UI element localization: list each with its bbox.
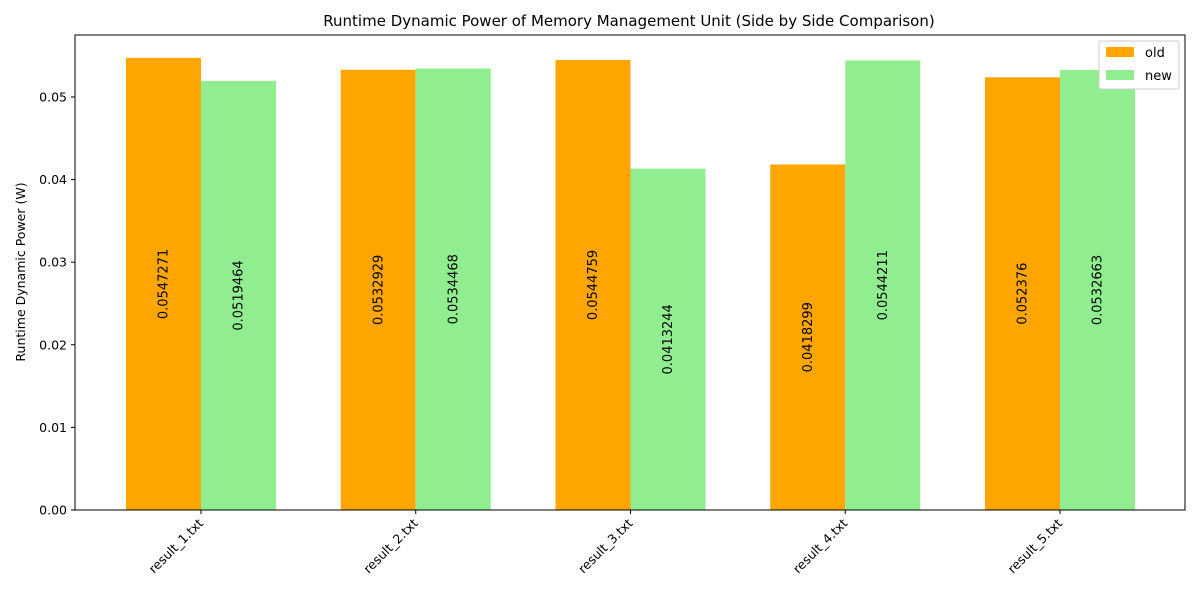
bar-new-4 bbox=[845, 60, 921, 511]
x-tick-label: result_1.txt bbox=[145, 515, 206, 576]
bars-group bbox=[126, 57, 1135, 511]
y-tick-label: 0.02 bbox=[39, 337, 67, 352]
y-tick-label: 0.05 bbox=[39, 89, 67, 104]
y-tick-label: 0.01 bbox=[39, 420, 67, 435]
legend-swatch-new bbox=[1106, 70, 1134, 80]
legend-label-old: old bbox=[1145, 46, 1165, 61]
value-label-old-3: 0.0544759 bbox=[586, 250, 601, 320]
value-label-new-1: 0.0519464 bbox=[232, 260, 247, 330]
legend: old new bbox=[1098, 40, 1180, 90]
x-tick-label: result_2.txt bbox=[360, 515, 421, 576]
value-label-old-4: 0.0418299 bbox=[801, 302, 816, 372]
bar-old-4 bbox=[770, 164, 846, 510]
value-label-new-5: 0.0532663 bbox=[1091, 255, 1106, 325]
bar-old-5 bbox=[985, 77, 1060, 510]
x-tick-label: result_3.txt bbox=[575, 515, 636, 576]
value-label-old-2: 0.0532929 bbox=[371, 255, 386, 325]
legend-label-new: new bbox=[1145, 69, 1172, 84]
value-label-old-5: 0.052376 bbox=[1016, 263, 1031, 325]
bar-old-2 bbox=[340, 69, 416, 510]
value-label-new-3: 0.0413244 bbox=[661, 304, 676, 374]
x-axis: result_1.txt result_2.txt result_3.txt resu… bbox=[145, 510, 1065, 576]
value-label-new-4: 0.0544211 bbox=[876, 250, 891, 320]
chart-title: Runtime Dynamic Power of Memory Manageme… bbox=[323, 12, 934, 30]
y-axis-label: Runtime Dynamic Power (W) bbox=[13, 182, 28, 361]
y-tick-label: 0.04 bbox=[39, 172, 67, 187]
bar-new-1 bbox=[201, 80, 276, 510]
y-axis: 0.00 0.01 0.02 0.03 0.04 0.05 bbox=[39, 89, 75, 518]
bar-new-3 bbox=[630, 168, 706, 511]
bar-old-3 bbox=[555, 59, 631, 511]
y-tick-label: 0.03 bbox=[39, 255, 67, 270]
value-label-new-2: 0.0534468 bbox=[446, 254, 461, 324]
bar-old-1 bbox=[126, 57, 201, 511]
legend-swatch-old bbox=[1106, 47, 1134, 57]
y-tick-label: 0.00 bbox=[39, 503, 67, 518]
value-labels-group: 0.0547271 0.0532929 0.0544759 0.0418299 0.05… bbox=[157, 249, 1106, 375]
x-tick-label: result_4.txt bbox=[790, 515, 851, 576]
x-tick-label: result_5.txt bbox=[1004, 515, 1065, 576]
bar-new-5 bbox=[1060, 69, 1135, 510]
value-label-old-1: 0.0547271 bbox=[157, 249, 172, 319]
bar-new-2 bbox=[415, 68, 491, 510]
